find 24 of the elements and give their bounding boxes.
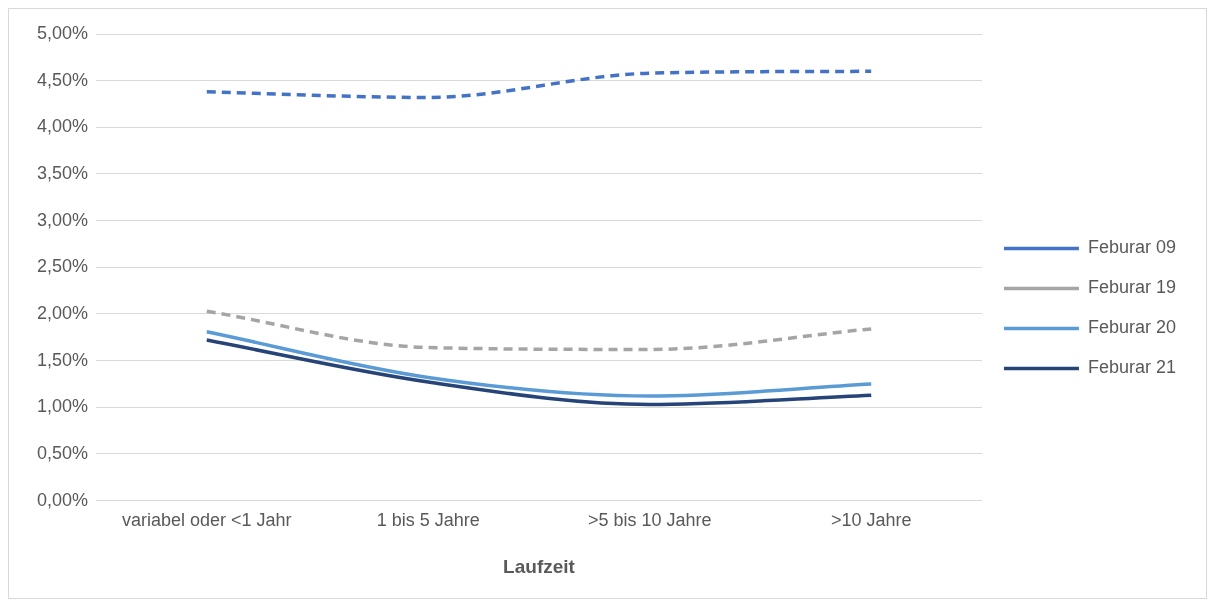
line-series <box>205 338 873 407</box>
y-tick-label: 3,00% <box>36 209 89 230</box>
line-series <box>205 329 873 398</box>
y-tick-label: 1,00% <box>36 396 89 417</box>
x-axis-title: Laufzeit <box>503 555 576 577</box>
line-series <box>205 69 873 100</box>
x-tick-label: 1 bis 5 Jahre <box>376 510 480 531</box>
y-tick-label: 3,50% <box>36 162 89 183</box>
y-tick-label: 2,50% <box>36 256 89 277</box>
legend-label: Feburar 20 <box>1087 317 1177 338</box>
x-tick-label: >10 Jahre <box>830 510 912 531</box>
y-tick-label: 0,50% <box>36 442 89 463</box>
y-tick-label: 2,00% <box>36 302 89 323</box>
x-tick-label: >5 bis 10 Jahre <box>587 510 712 531</box>
y-tick-label: 0,00% <box>36 489 89 510</box>
y-tick-label: 4,00% <box>36 116 89 137</box>
line-series <box>205 309 873 352</box>
legend-label: Feburar 09 <box>1087 237 1177 258</box>
legend-label: Feburar 21 <box>1087 357 1177 378</box>
y-tick-label: 1,50% <box>36 349 89 370</box>
legend-label: Feburar 19 <box>1087 277 1177 298</box>
x-tick-label: variabel oder <1 Jahr <box>121 510 292 531</box>
y-tick-label: 5,00% <box>36 22 89 43</box>
y-tick-label: 4,50% <box>36 69 89 90</box>
